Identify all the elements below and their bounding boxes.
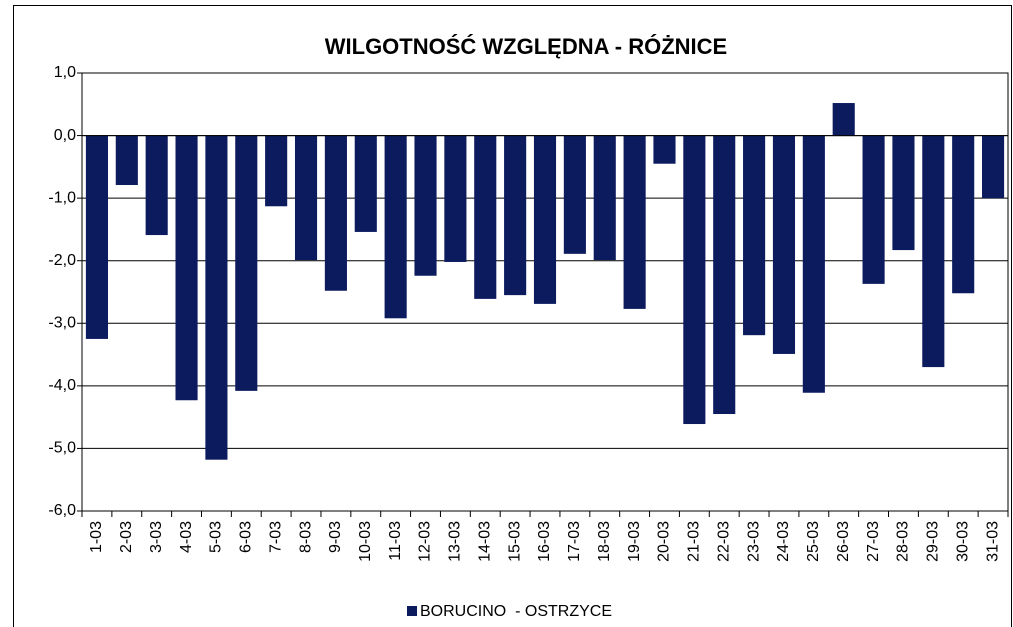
x-tick-label: 20-03 — [656, 521, 673, 562]
x-tick-label: 8-03 — [297, 521, 314, 553]
y-tick-label: 1,0 — [54, 64, 76, 81]
legend-label: BORUCINO - OSTRZYCE — [420, 603, 612, 620]
bar — [922, 135, 945, 368]
bar — [802, 135, 825, 393]
bar — [982, 135, 1005, 199]
chart-title: WILGOTNOŚĆ WZGLĘDNA - RÓŻNICE — [325, 34, 727, 59]
bar — [384, 135, 407, 319]
bar — [563, 135, 586, 254]
bar — [85, 135, 108, 339]
x-tick-label: 16-03 — [536, 521, 553, 562]
x-tick-label: 18-03 — [596, 521, 613, 562]
bar — [324, 135, 347, 291]
x-tick-label: 1-03 — [88, 521, 105, 553]
bar — [235, 135, 258, 391]
y-tick-label: -4,0 — [48, 377, 76, 394]
bar — [265, 135, 288, 207]
x-tick-label: 30-03 — [954, 521, 971, 562]
bar — [772, 135, 796, 354]
y-tick-label: -2,0 — [48, 252, 76, 269]
x-tick-label: 9-03 — [327, 521, 344, 553]
y-tick-label: 0,0 — [54, 127, 76, 144]
bar — [683, 135, 706, 425]
bar — [504, 135, 527, 296]
x-tick-label: 26-03 — [835, 521, 852, 562]
legend-swatch — [407, 606, 417, 616]
x-tick-label: 11-03 — [387, 521, 404, 561]
bar — [115, 135, 138, 186]
x-tick-label: 13-03 — [447, 521, 464, 562]
x-tick-label: 28-03 — [895, 521, 912, 562]
bar — [623, 135, 646, 309]
x-tick-label: 21-03 — [686, 521, 703, 562]
bar — [862, 135, 885, 284]
bar — [414, 135, 437, 276]
bar — [892, 135, 915, 251]
x-tick-label: 19-03 — [626, 521, 643, 562]
x-tick-label: 22-03 — [715, 521, 732, 562]
x-tick-label: 29-03 — [925, 521, 942, 562]
bar — [474, 135, 497, 299]
bar — [952, 135, 975, 294]
x-tick-label: 7-03 — [267, 521, 284, 553]
x-tick-label: 12-03 — [417, 521, 434, 562]
bar — [444, 135, 467, 262]
bar — [593, 135, 616, 261]
x-tick-label: 10-03 — [357, 521, 374, 562]
bar — [354, 135, 377, 232]
bar — [175, 135, 198, 401]
bar — [832, 103, 855, 136]
y-tick-label: -5,0 — [48, 440, 76, 457]
x-tick-label: 2-03 — [118, 521, 135, 553]
x-tick-label: 15-03 — [506, 521, 523, 562]
bar — [713, 135, 736, 415]
x-tick-label: 5-03 — [208, 521, 225, 553]
y-tick-label: -3,0 — [48, 315, 76, 332]
y-tick-label: -6,0 — [48, 502, 76, 519]
x-tick-label: 17-03 — [566, 521, 583, 562]
bar — [294, 135, 318, 261]
x-tick-label: 4-03 — [178, 521, 195, 553]
x-tick-label: 6-03 — [238, 521, 255, 553]
bar — [205, 135, 228, 460]
bar — [145, 135, 168, 236]
plot-area — [81, 72, 1009, 512]
x-tick-label: 3-03 — [148, 521, 165, 553]
x-tick-label: 27-03 — [865, 521, 882, 562]
bar — [533, 135, 557, 304]
x-tick-label: 23-03 — [745, 521, 762, 562]
bar — [743, 135, 766, 336]
x-tick-label: 25-03 — [805, 521, 822, 562]
x-tick-label: 24-03 — [775, 521, 792, 562]
x-tick-label: 31-03 — [984, 521, 1001, 562]
bar — [653, 135, 676, 164]
y-tick-label: -1,0 — [48, 189, 76, 206]
x-tick-label: 14-03 — [476, 521, 493, 562]
